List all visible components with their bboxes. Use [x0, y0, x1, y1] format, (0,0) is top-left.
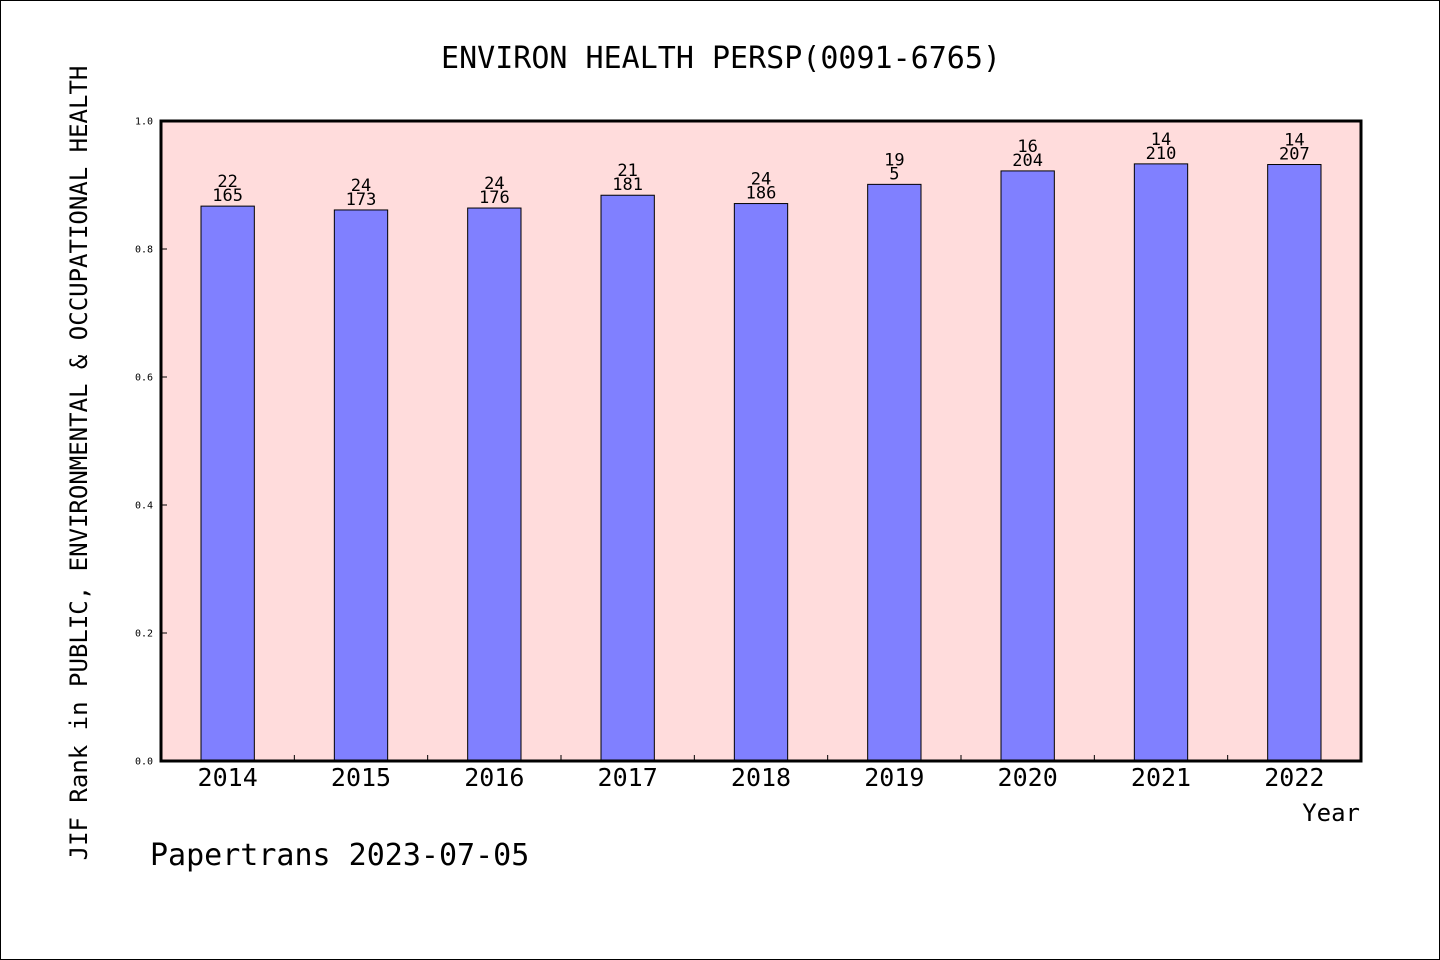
bar-label-bottom: 173	[346, 190, 377, 210]
plot-border	[159, 119, 1363, 763]
bar-label-top: 24	[351, 176, 371, 196]
x-tick-label: 2015	[331, 763, 391, 792]
bar-2022	[1267, 164, 1322, 762]
bar-2015	[333, 209, 389, 762]
x-tick-label: 2022	[1264, 763, 1324, 792]
bar-2020	[1000, 170, 1055, 762]
bar-label-bottom: 186	[746, 184, 777, 204]
y-tick-label: 1.0	[135, 117, 153, 128]
bar-label-top: 24	[751, 170, 771, 190]
chart-title: ENVIRON HEALTH PERSP(0091-6765)	[441, 41, 1001, 76]
x-tick-label: 2016	[464, 763, 524, 792]
bar-label-top: 16	[1017, 137, 1037, 157]
bar-label-bottom: 204	[1012, 151, 1043, 171]
bar-label-bottom: 165	[212, 186, 243, 206]
y-tick-label: 0.8	[135, 245, 153, 256]
bar-label-bottom: 207	[1279, 145, 1310, 165]
x-axis: 2014 2015 2016 2017 2018 2019 2020 2021 2022	[198, 755, 1324, 792]
x-axis-label: Year	[1302, 799, 1360, 827]
bar-2021	[1133, 163, 1189, 762]
footer-text: Papertrans 2023-07-05	[150, 838, 529, 873]
bar-label-top: 14	[1284, 131, 1304, 151]
bar-label-bottom: 176	[479, 188, 510, 208]
y-tick-label: 0.0	[135, 757, 153, 768]
bar-label-top: 21	[617, 161, 637, 181]
bar-label-bottom: 5	[889, 164, 899, 184]
bar-2018	[733, 203, 789, 762]
bar-label-top: 24	[484, 174, 504, 194]
bar-label-top: 22	[217, 172, 237, 192]
x-tick-label: 2018	[731, 763, 791, 792]
bars-group	[200, 163, 1322, 762]
bar-label-bottom: 210	[1146, 144, 1177, 164]
bar-label-top: 19	[884, 150, 904, 170]
x-tick-label: 2020	[998, 763, 1058, 792]
bar-2014	[200, 205, 255, 762]
bar-2019	[867, 183, 922, 762]
x-tick-label: 2019	[864, 763, 924, 792]
x-tick-label: 2017	[598, 763, 658, 792]
y-tick-label: 0.2	[135, 629, 153, 640]
bar-2016	[467, 207, 522, 762]
x-tick-label: 2021	[1131, 763, 1191, 792]
bar-label-top: 14	[1151, 130, 1171, 150]
x-tick-label: 2014	[198, 763, 258, 792]
bar-2017	[600, 194, 655, 762]
y-tick-label: 0.4	[135, 501, 153, 512]
y-tick-label: 0.6	[135, 373, 153, 384]
y-axis-label: JIF Rank in PUBLIC, ENVIRONMENTAL & OCCU…	[65, 66, 93, 861]
bar-label-bottom: 181	[612, 175, 643, 195]
